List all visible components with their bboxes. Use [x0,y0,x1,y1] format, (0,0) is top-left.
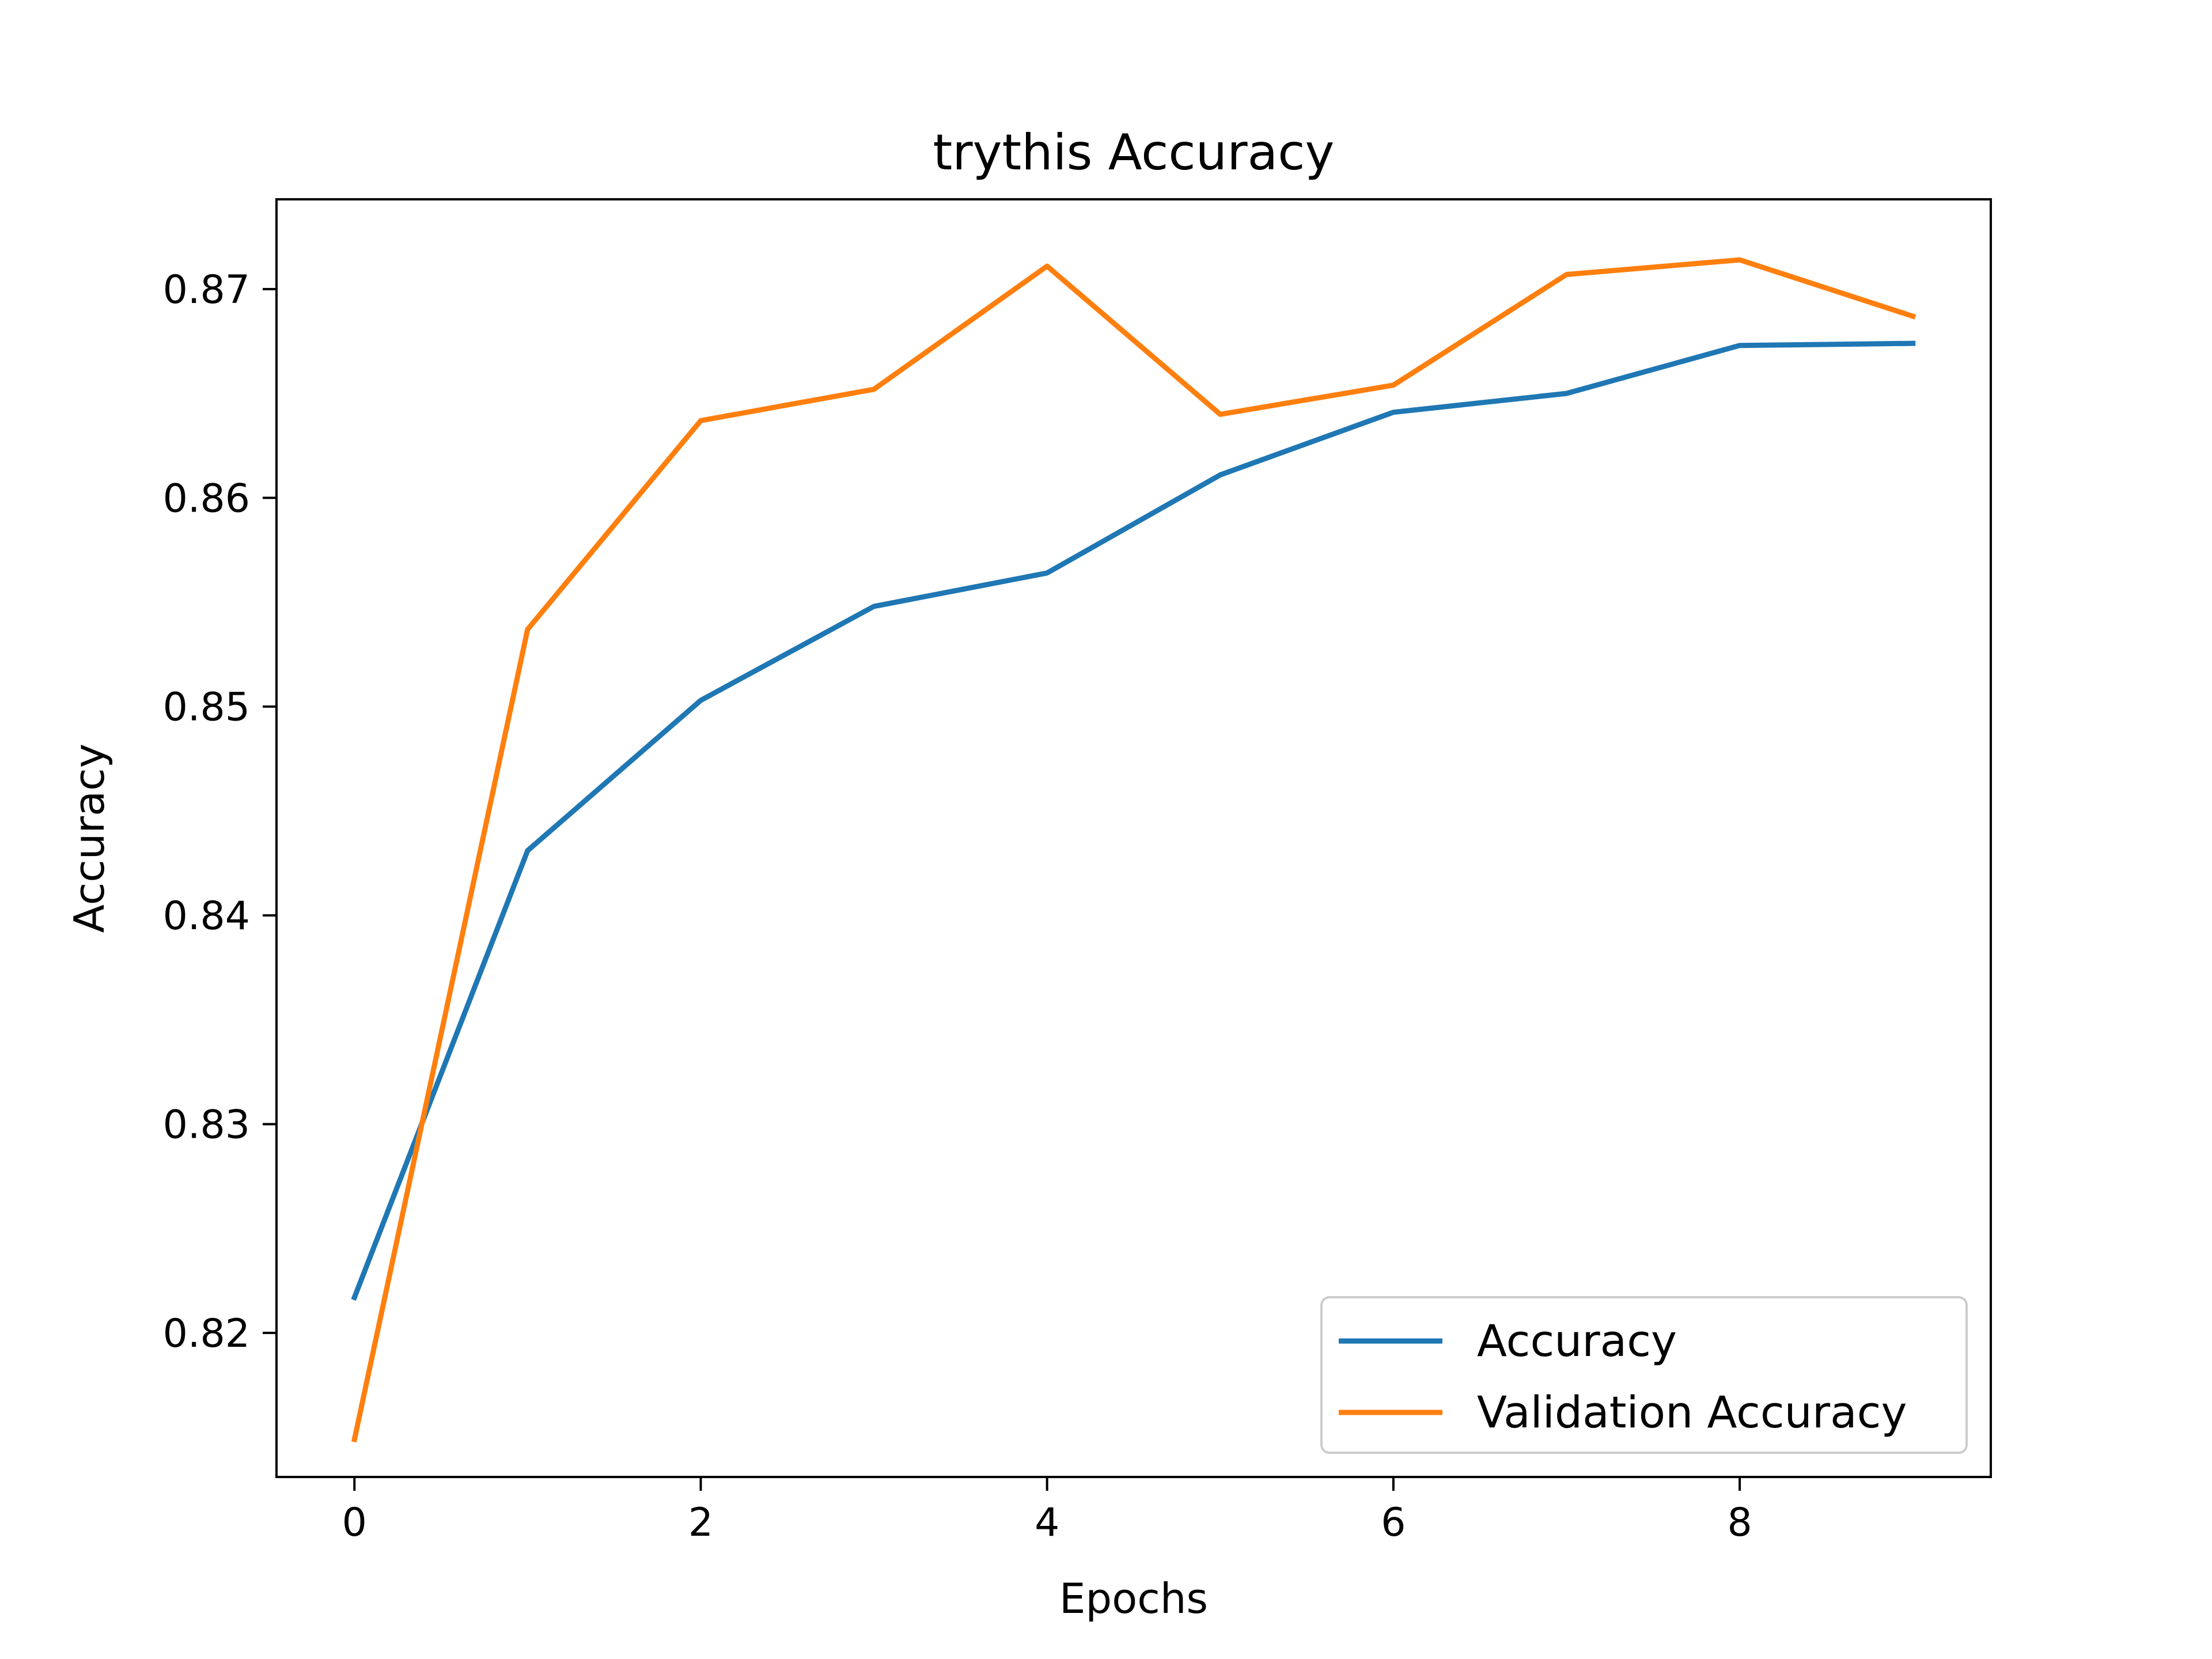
x-axis: 0 2 4 6 8 [342,1477,1752,1546]
y-axis-label: Accuracy [65,744,113,933]
legend-box [1320,1296,1968,1454]
x-axis-label: Epochs [1059,1574,1208,1623]
y-tick-label: 0.86 [163,476,250,521]
x-tick-label: 8 [1727,1500,1752,1546]
series-line-accuracy [351,340,1916,1301]
x-tick-label: 0 [342,1500,367,1546]
series-line-validation-accuracy [351,257,1916,1443]
x-tick-label: 4 [1035,1500,1059,1546]
x-tick-label: 2 [688,1500,713,1546]
legend-label-validation-accuracy: Validation Accuracy [1477,1387,1907,1438]
chart-title: trythis Accuracy [933,124,1335,181]
y-tick-label: 0.82 [163,1311,250,1357]
legend: Accuracy Validation Accuracy [1320,1296,1968,1454]
legend-label-accuracy: Accuracy [1477,1315,1677,1366]
plot-frame [275,198,1992,1478]
x-tick-label: 6 [1381,1500,1406,1546]
y-tick-label: 0.83 [163,1103,250,1148]
series-layer [351,257,1916,1443]
y-axis: 0.82 0.83 0.84 0.85 0.86 0.87 [163,267,276,1357]
y-tick-label: 0.85 [163,685,250,730]
y-tick-label: 0.84 [163,893,250,939]
y-tick-label: 0.87 [163,267,250,313]
